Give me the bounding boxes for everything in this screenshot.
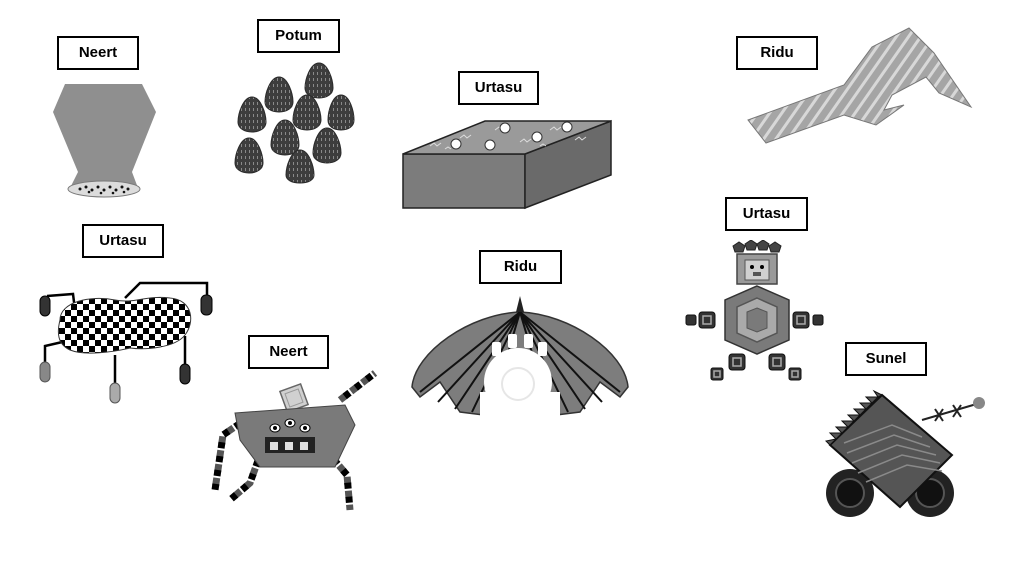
label-urtasu-box: Urtasu [458,71,539,105]
urtasu-box-figure [402,119,612,210]
label-urtasu-robot: Urtasu [725,197,808,231]
label-neert-top: Neert [57,36,139,70]
label-ridu-top: Ridu [736,36,818,70]
ridu-dome-figure [411,296,629,422]
sunel-figure [824,389,985,517]
label-potum: Potum [257,19,340,53]
label-sunel: Sunel [845,342,927,376]
label-urtasu-bug: Urtasu [82,224,164,258]
label-ridu-dome: Ridu [479,250,562,284]
neert-hourglass-figure [53,84,156,198]
potum-seeds-figure [234,62,355,184]
urtasu-robot-figure [685,240,824,381]
neert-spider-figure [211,370,378,511]
label-neert-spider: Neert [248,335,329,369]
ridu-zigzag-figure [747,27,973,144]
urtasu-bug-figure [39,281,213,404]
